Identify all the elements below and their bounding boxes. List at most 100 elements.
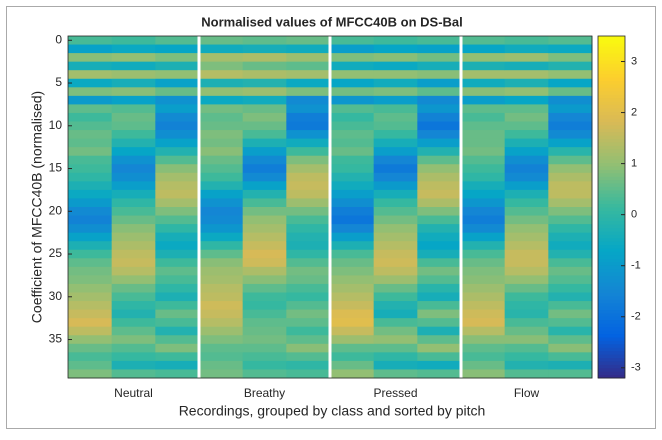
heatmap-cell [417, 172, 462, 182]
heatmap-cell [286, 343, 331, 353]
heatmap-cell [199, 301, 244, 311]
colorbar-segment [598, 196, 625, 201]
heatmap-cell [242, 87, 287, 97]
heatmap-cell [461, 343, 506, 353]
heatmap-cell [111, 181, 156, 191]
heatmap-cell [68, 53, 113, 63]
colorbar-segment [598, 330, 625, 335]
heatmap-cell [461, 78, 506, 88]
heatmap-cell [504, 232, 549, 242]
heatmap-cell [68, 249, 113, 259]
heatmap-cell [286, 189, 331, 199]
heatmap-cell [68, 138, 113, 148]
heatmap-cell [417, 369, 462, 379]
heatmap-cell [199, 207, 244, 217]
heatmap-cell [373, 138, 418, 148]
heatmap-cell [68, 215, 113, 225]
heatmap-cell [68, 172, 113, 182]
heatmap-cell [548, 61, 593, 71]
heatmap-cell [373, 301, 418, 311]
heatmap-cell [111, 112, 156, 122]
heatmap-cell [417, 224, 462, 234]
heatmap-cell [417, 138, 462, 148]
heatmap-cell [373, 155, 418, 165]
heatmap-cell [111, 164, 156, 174]
colorbar-tick-label: -1 [631, 260, 641, 272]
heatmap-cell [242, 224, 287, 234]
colorbar-segment [598, 128, 625, 133]
heatmap-cell [199, 266, 244, 276]
heatmap-cell [330, 189, 375, 199]
heatmap-cell [68, 198, 113, 208]
colorbar-segment [598, 162, 625, 167]
heatmap-cell [199, 326, 244, 336]
colorbar-segment [598, 142, 625, 146]
heatmap-cell [155, 301, 200, 311]
heatmap-cell [242, 44, 287, 54]
heatmap-cell [68, 318, 113, 328]
heatmap-cell [68, 104, 113, 114]
heatmap-cell [330, 172, 375, 182]
heatmap-cell [548, 95, 593, 105]
heatmap-cell [155, 181, 200, 191]
heatmap-cell [155, 343, 200, 353]
heatmap-cell [155, 138, 200, 148]
x-tick-label: Neutral [114, 386, 153, 400]
heatmap-cell [461, 309, 506, 319]
heatmap-cell [373, 121, 418, 131]
heatmap-cell [242, 283, 287, 293]
heatmap-cell [111, 78, 156, 88]
heatmap-cell [68, 292, 113, 302]
heatmap-cell [548, 198, 593, 208]
heatmap-cell [417, 121, 462, 131]
heatmap-cell [417, 36, 462, 46]
heatmap-cell [373, 326, 418, 336]
heatmap-cell [111, 309, 156, 319]
heatmap-cell [504, 104, 549, 114]
heatmap-cell [242, 241, 287, 251]
colorbar-segment [598, 66, 625, 71]
colorbar-segment [598, 220, 625, 225]
heatmap-cell [461, 360, 506, 370]
heatmap-cell [286, 130, 331, 140]
heatmap-cell [461, 215, 506, 225]
colorbar-segment [598, 299, 625, 304]
heatmap-cell [242, 70, 287, 80]
heatmap-cell [373, 309, 418, 319]
heatmap-cell [111, 104, 156, 114]
heatmap-cell [155, 130, 200, 140]
heatmap-cell [461, 164, 506, 174]
heatmap-cell [548, 44, 593, 54]
heatmap-cell [68, 70, 113, 80]
colorbar-segment [598, 265, 625, 270]
heatmap-cell [111, 275, 156, 285]
x-tick-label: Breathy [244, 386, 285, 400]
heatmap-cell [373, 360, 418, 370]
colorbar-segment [598, 210, 625, 215]
heatmap-cell [111, 241, 156, 251]
colorbar-segment [598, 70, 625, 75]
heatmap-cell [155, 318, 200, 328]
heatmap-cell [199, 198, 244, 208]
colorbar-segment [598, 292, 625, 297]
heatmap-cell [548, 283, 593, 293]
heatmap-cell [111, 53, 156, 63]
heatmap-cell [286, 309, 331, 319]
heatmap-cell [242, 53, 287, 63]
colorbar-segment [598, 172, 625, 177]
colorbar-segment [598, 207, 625, 211]
heatmap-cell [242, 36, 287, 46]
heatmap-cell [155, 360, 200, 370]
heatmap-cell [111, 155, 156, 165]
heatmap-cell [330, 44, 375, 54]
y-tick-label: 25 [49, 246, 63, 260]
heatmap-cell [286, 360, 331, 370]
heatmap-cell [111, 369, 156, 379]
heatmap-cell [461, 318, 506, 328]
colorbar-segment [598, 104, 625, 109]
heatmap-cell [461, 44, 506, 54]
heatmap-cell [242, 130, 287, 140]
heatmap-cell [504, 241, 549, 251]
heatmap-cell [373, 53, 418, 63]
